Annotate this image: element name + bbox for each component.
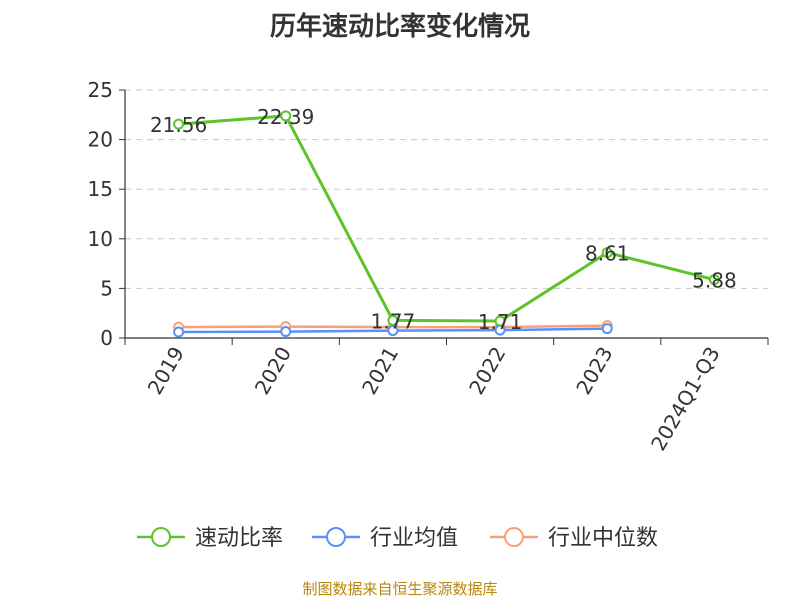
x-tick-label: 2024Q1-Q3 [646, 343, 725, 455]
legend-marker [326, 527, 346, 547]
x-tick-label: 2020 [250, 343, 296, 399]
data-label: 1.71 [478, 310, 523, 334]
y-tick-label: 5 [100, 276, 113, 300]
data-point [173, 326, 185, 338]
legend-marker [151, 527, 171, 547]
y-tick-label: 20 [88, 128, 113, 152]
legend-item-0[interactable]: 速动比率 [137, 526, 283, 551]
series-line-0 [178, 114, 715, 323]
data-label: 5.88 [692, 269, 737, 293]
y-tick-label: 10 [88, 227, 113, 251]
legend-item-2[interactable]: 行业中位数 [490, 526, 658, 551]
legend-item-1[interactable]: 行业均值 [312, 526, 458, 551]
series-lines [173, 110, 720, 338]
data-label: 1.77 [371, 309, 416, 333]
legend-marker [504, 527, 524, 547]
legend-label: 速动比率 [195, 526, 283, 551]
grid-lines [125, 89, 768, 289]
data-point [708, 274, 720, 286]
data-point [387, 314, 399, 326]
data-point [173, 118, 185, 130]
x-tick-label: 2021 [357, 343, 403, 399]
x-tick-label: 2023 [571, 343, 617, 399]
x-tick-label: 2022 [464, 343, 510, 399]
data-label: 21.56 [150, 113, 207, 137]
data-point [601, 323, 613, 335]
data-point [387, 325, 399, 337]
data-point [280, 326, 292, 338]
data-labels: 21.56 22.39 1.77 1.71 8.61 5.88 [150, 105, 737, 334]
source-note: 制图数据来自恒生聚源数据库 [302, 580, 498, 598]
legend[interactable]: 速动比率 行业均值 行业中位数 [137, 526, 658, 551]
y-tick-label: 15 [88, 177, 113, 201]
legend-label: 行业均值 [370, 526, 458, 551]
x-tick-label: 2019 [143, 343, 189, 399]
data-label: 8.61 [585, 242, 630, 266]
data-point [280, 110, 292, 122]
chart-title: 历年速动比率变化情况 [269, 12, 530, 42]
data-point [601, 247, 613, 259]
data-point [494, 315, 506, 327]
data-label: 22.39 [257, 105, 314, 129]
legend-label: 行业中位数 [548, 526, 658, 551]
y-tick-label: 0 [100, 326, 113, 350]
y-tick-label: 25 [88, 78, 113, 102]
